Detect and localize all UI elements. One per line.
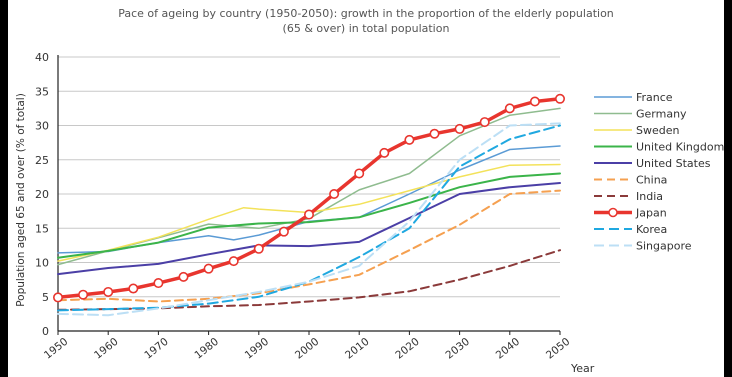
- x-tick-label: 1970: [142, 336, 170, 362]
- legend-label: India: [636, 190, 663, 203]
- series-line-singapore: [57, 122, 561, 317]
- series-line-germany: [57, 107, 561, 266]
- x-tick-label: 1990: [243, 336, 271, 362]
- japan-data-point: [253, 243, 264, 254]
- series-line-japan: [56, 97, 562, 300]
- japan-data-point: [554, 93, 565, 104]
- y-tick-label: 40: [35, 51, 49, 64]
- y-tick-label: 25: [35, 154, 49, 167]
- x-tick-label: 2030: [444, 336, 472, 362]
- japan-data-point: [504, 103, 515, 114]
- right-border: [724, 0, 732, 377]
- japan-data-point: [354, 168, 365, 179]
- japan-data-point: [479, 117, 490, 128]
- series-line-china: [57, 189, 561, 303]
- y-tick-label: 30: [35, 120, 49, 133]
- x-axis-label: Year: [570, 362, 595, 375]
- legend-label: Singapore: [636, 240, 692, 253]
- series-line-united-states: [57, 182, 561, 276]
- legend-marker: [608, 207, 618, 218]
- x-tick-label: 2010: [343, 336, 371, 362]
- series-line-korea: [57, 124, 561, 312]
- japan-data-point: [128, 283, 139, 294]
- japan-data-point: [404, 134, 415, 145]
- japan-data-point: [78, 289, 89, 300]
- japan-data-point: [153, 278, 164, 289]
- japan-data-point: [228, 256, 239, 267]
- japan-data-point: [529, 96, 540, 107]
- x-tick-label: 2040: [494, 336, 522, 362]
- series-line-france: [57, 145, 561, 254]
- x-tick-label: 2050: [544, 336, 572, 362]
- japan-data-point: [52, 292, 63, 303]
- series-line-sweden: [57, 163, 561, 262]
- y-tick-label: 10: [35, 257, 49, 270]
- legend-label: France: [636, 91, 673, 104]
- x-tick-label: 1980: [193, 336, 221, 362]
- left-border: [0, 0, 8, 377]
- legend-label: China: [636, 174, 667, 187]
- legend-label: United States: [636, 157, 711, 170]
- series-line-india: [57, 249, 561, 311]
- japan-data-point: [103, 286, 114, 297]
- legend-label: United Kingdom: [636, 141, 724, 154]
- x-tick-label: 1960: [92, 336, 120, 362]
- y-tick-label: 0: [42, 325, 49, 338]
- y-tick-label: 20: [35, 188, 49, 201]
- series-line-united-kingdom: [57, 172, 561, 259]
- chart-title-line-2: (65 & over) in total population: [282, 22, 450, 35]
- y-axis-label: Population aged 65 and over (% of total): [15, 93, 27, 307]
- japan-data-point: [178, 271, 189, 282]
- x-tick-label: 2020: [393, 336, 421, 362]
- legend-label: Korea: [636, 223, 667, 236]
- legend-label: Japan: [635, 207, 667, 220]
- x-tick-label: 2000: [293, 336, 321, 362]
- japan-data-point: [454, 123, 465, 134]
- legend-label: Germany: [636, 108, 687, 121]
- japan-data-point: [329, 189, 340, 200]
- y-tick-label: 35: [35, 85, 49, 98]
- y-tick-label: 5: [42, 291, 49, 304]
- japan-data-point: [379, 147, 390, 158]
- x-tick-label: 1950: [42, 336, 70, 362]
- japan-data-point: [203, 263, 214, 274]
- japan-data-point: [429, 128, 440, 139]
- legend-label: Sweden: [636, 124, 679, 137]
- japan-data-point: [278, 226, 289, 237]
- japan-data-point: [303, 209, 314, 220]
- chart-title-line-1: Pace of ageing by country (1950-2050): g…: [118, 7, 614, 20]
- y-tick-label: 15: [35, 222, 49, 235]
